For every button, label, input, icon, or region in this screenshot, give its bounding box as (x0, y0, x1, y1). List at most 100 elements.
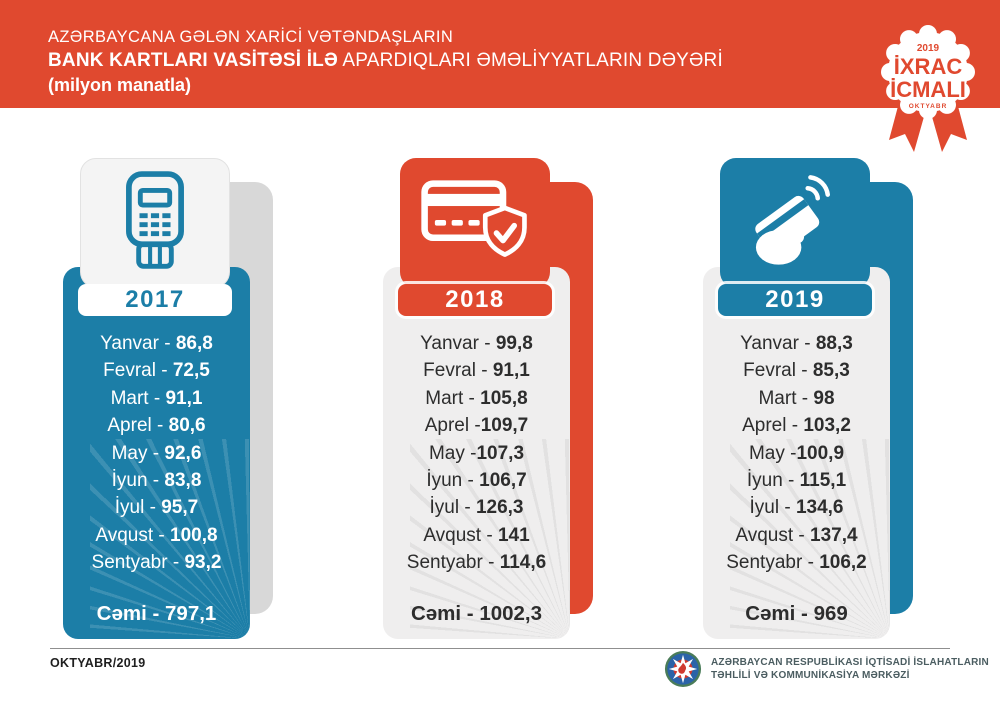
separator: - (786, 415, 804, 437)
header-band: AZƏRBAYCANA GƏLƏN XARİCİ VƏTƏNDAŞLARIN B… (0, 0, 1000, 108)
month-value: 92,6 (164, 442, 202, 464)
month-value: 141 (497, 524, 530, 546)
separator: - (463, 387, 481, 409)
month-value: 134,6 (795, 497, 844, 519)
separator: - (481, 524, 498, 546)
month-value: 126,3 (475, 497, 524, 519)
month-row: İyun - 83,8 (63, 467, 250, 494)
footer-date: OKTYABR/2019 (50, 656, 146, 670)
month-label: Yanvar (740, 333, 799, 354)
month-label: Aprel (424, 415, 470, 437)
separator: - (779, 497, 796, 519)
month-row: May -107,3 (383, 440, 570, 467)
month-value: 95,7 (161, 497, 199, 519)
month-value: 106,2 (819, 552, 867, 574)
month-value: 86,8 (175, 333, 213, 354)
month-label: Mart (425, 387, 464, 409)
badge-word-2: İCMALI (890, 77, 966, 102)
month-value: 100,8 (170, 524, 218, 546)
month-value: 88,3 (815, 333, 853, 354)
month-row: May -100,9 (703, 440, 890, 467)
month-row: İyul - 95,7 (63, 494, 250, 521)
icon-card (720, 158, 870, 288)
month-row: Fevral - 72,5 (63, 357, 250, 384)
separator: - (147, 442, 165, 464)
month-value: 91,1 (165, 387, 203, 409)
month-label: Sentyabr (91, 552, 168, 574)
month-label: Aprel (742, 415, 787, 437)
month-row: Fevral - 85,3 (703, 357, 890, 384)
total-label: Cəmi (96, 602, 147, 625)
separator: - (793, 524, 811, 546)
month-list: Yanvar - 88,3 Fevral - 85,3 Mart - 98 Aprel… (703, 330, 890, 577)
month-row: Avqust - 137,4 (703, 522, 890, 549)
month-row: Sentyabr - 114,6 (383, 549, 570, 576)
month-value: 72,5 (172, 360, 210, 382)
month-label: İyul (429, 497, 460, 519)
title-line-2-bold: BANK KARTLARI VASİTƏSİ İLƏ (48, 50, 338, 71)
organization-name: AZƏRBAYCAN RESPUBLİKASI İQTİSADİ İSLAHAT… (711, 656, 989, 683)
separator: - (151, 415, 169, 437)
separator: - (798, 333, 816, 354)
badge-word-1: İXRAC (894, 54, 963, 79)
month-value: 106,7 (479, 470, 527, 492)
month-row: İyun - 115,1 (703, 467, 890, 494)
separator: - (782, 470, 800, 492)
month-label: İyun (746, 470, 783, 492)
ixrac-icmali-badge: 2019 İXRAC İCMALI OKTYABR (868, 20, 988, 160)
month-label: Avqust (423, 524, 482, 546)
values-panel: Yanvar - 99,8 Fevral - 91,1 Mart - 105,8 Ap… (383, 267, 570, 639)
month-row: Avqust - 141 (383, 522, 570, 549)
month-row: İyun - 106,7 (383, 467, 570, 494)
month-row: Aprel -109,7 (383, 412, 570, 439)
month-row: Yanvar - 99,8 (383, 330, 570, 357)
separator: - (469, 415, 481, 437)
separator: - (144, 497, 162, 519)
total-row: Cəmi - 969 (703, 602, 890, 626)
month-label: Sentyabr (406, 552, 483, 574)
separator: - (802, 552, 820, 574)
title-line-2-rest: APARDIQLARI ƏMƏLİYYATLARIN DƏYƏRİ (338, 50, 723, 71)
month-row: İyul - 126,3 (383, 494, 570, 521)
month-row: Mart - 98 (703, 385, 890, 412)
month-list: Yanvar - 86,8 Fevral - 72,5 Mart - 91,1 Apr… (63, 330, 250, 577)
year-column-2017: Yanvar - 86,8 Fevral - 72,5 Mart - 91,1 Apr… (63, 158, 278, 643)
month-label: Avqust (735, 524, 794, 546)
month-row: May - 92,6 (63, 440, 250, 467)
month-list: Yanvar - 99,8 Fevral - 91,1 Mart - 105,8 Ap… (383, 330, 570, 577)
icon-card (80, 158, 230, 288)
organization-block: AZƏRBAYCAN RESPUBLİKASI İQTİSADİ İSLAHAT… (664, 650, 989, 688)
month-value: 91,1 (492, 360, 530, 382)
month-value: 107,3 (476, 442, 525, 464)
values-panel: Yanvar - 86,8 Fevral - 72,5 Mart - 91,1 Apr… (63, 267, 250, 639)
card-shield-icon (419, 176, 531, 270)
month-label: Yanvar (100, 333, 159, 354)
separator: - (795, 360, 813, 382)
month-row: Fevral - 91,1 (383, 357, 570, 384)
year-column-2019: Yanvar - 88,3 Fevral - 85,3 Mart - 98 Aprel… (703, 158, 918, 643)
azerbaijan-emblem-icon (664, 650, 702, 688)
badge-year: 2019 (917, 43, 940, 54)
pos-terminal-icon (114, 170, 196, 277)
month-label: Fevral (103, 360, 156, 382)
month-label: İyul (114, 497, 145, 519)
month-value: 137,4 (810, 524, 858, 546)
page-title: AZƏRBAYCANA GƏLƏN XARİCİ VƏTƏNDAŞLARIN B… (48, 26, 723, 97)
month-label: İyul (749, 497, 780, 519)
month-value: 85,3 (812, 360, 850, 382)
month-label: May (111, 442, 148, 464)
month-label: Aprel (107, 415, 152, 437)
month-row: Yanvar - 86,8 (63, 330, 250, 357)
separator: - (795, 602, 814, 625)
month-value: 105,8 (480, 387, 528, 409)
separator: - (158, 333, 176, 354)
badge-month: OKTYABR (909, 103, 948, 110)
year-column-2018: Yanvar - 99,8 Fevral - 91,1 Mart - 105,8 Ap… (383, 158, 598, 643)
total-row: Cəmi - 1002,3 (383, 602, 570, 626)
month-label: Fevral (423, 360, 476, 382)
organization-name-line-2: TƏHLİLİ VƏ KOMMUNİKASİYA MƏRKƏZİ (711, 670, 910, 681)
footer-divider (50, 648, 950, 649)
contactless-payment-icon (740, 171, 850, 276)
separator: - (482, 552, 500, 574)
